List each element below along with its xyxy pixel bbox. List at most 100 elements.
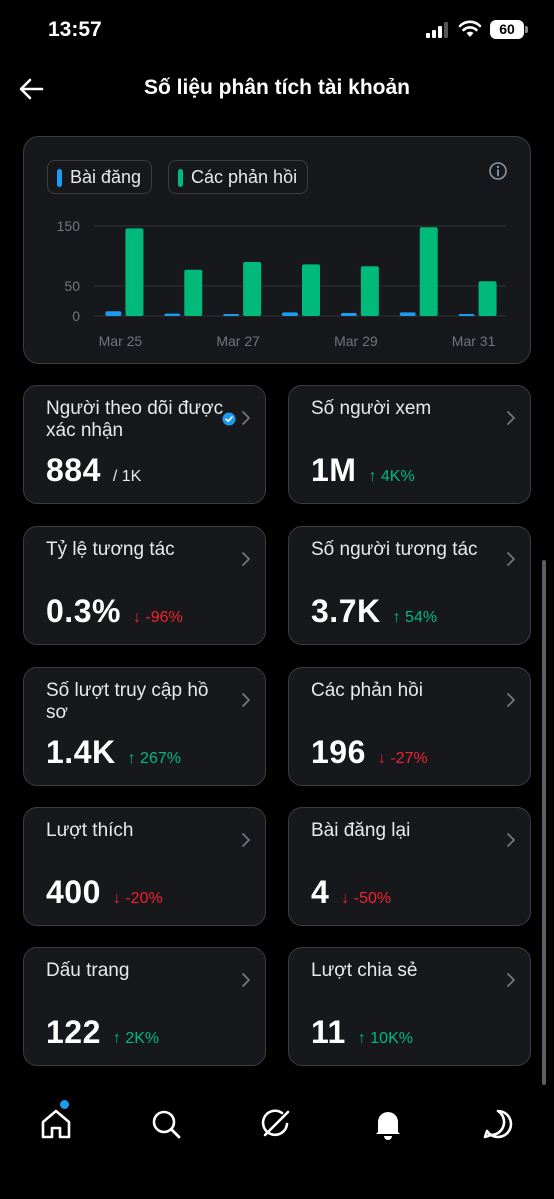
chevron-right-icon [507,411,515,425]
y-tick-label: 150 [57,218,81,234]
stat-card[interactable]: Lượt thích 400 ↓ -20% [23,807,266,926]
stat-card[interactable]: Dấu trang 122 ↑ 2K% [23,947,266,1066]
stat-value-row: 1.4K ↑ 267% [46,734,181,771]
status-time: 13:57 [48,18,102,41]
y-tick-label: 50 [64,278,80,294]
stat-value: 122 [46,1014,101,1050]
stat-value-row: 0.3% ↓ -96% [46,593,183,630]
messages-icon[interactable] [476,1102,520,1146]
x-tick-label: Mar 25 [99,333,143,349]
status-bar: 13:57 60 [0,0,554,60]
stat-value: 196 [311,734,366,770]
stat-change: ↓ -50% [341,890,392,907]
stat-value: 11 [311,1014,346,1050]
bar-posts[interactable] [164,313,181,316]
stat-value: 884 [46,452,101,488]
chevron-right-icon [242,833,250,847]
stat-value-row: 3.7K ↑ 54% [311,593,437,630]
stat-value-row: 196 ↓ -27% [311,734,428,771]
x-tick-label: Mar 27 [216,333,260,349]
bar-replies[interactable] [419,227,438,316]
y-tick-label: 0 [72,308,80,324]
stat-card[interactable]: Số lượt truy cập hồ sơ 1.4K ↑ 267% [23,667,266,786]
chevron-right-icon [242,411,250,425]
stat-label: Người theo dõi được xác nhận [46,398,224,441]
stat-card[interactable]: Lượt chia sẻ 11 ↑ 10K% [288,947,531,1066]
chevron-right-icon [507,552,515,566]
bar-replies[interactable] [184,269,203,316]
legend-posts-toggle[interactable]: Bài đăng [47,160,153,194]
search-icon[interactable] [144,1102,188,1146]
stat-value-row: 122 ↑ 2K% [46,1014,159,1051]
bar-posts[interactable] [399,312,416,316]
stat-value: 1.4K [46,734,116,770]
chevron-right-icon [242,693,250,707]
stat-label: Lượt chia sẻ [311,960,418,981]
bar-chart: 150 50 0 Mar 25 Mar 27 Mar 29 Mar 31 [57,218,506,349]
stat-value-row: 11 ↑ 10K% [311,1014,413,1051]
stat-label: Số người tương tác [311,539,478,560]
bar-replies[interactable] [478,281,497,316]
stat-value: 0.3% [46,593,121,629]
chevron-right-icon [507,973,515,987]
cellular-signal-icon [426,22,448,38]
stat-card[interactable]: Người theo dõi được xác nhận 884 / 1K [23,385,266,504]
stat-value-row: 4 ↓ -50% [311,874,391,911]
chevron-right-icon [507,693,515,707]
stat-value: 4 [311,874,330,910]
battery-indicator: 60 [490,20,528,39]
stat-label: Số lượt truy cập hồ sơ [46,680,209,723]
bar-replies[interactable] [125,228,144,316]
bar-replies[interactable] [360,266,379,316]
back-arrow-icon[interactable] [16,74,48,104]
stat-value: 400 [46,874,101,910]
bar-posts[interactable] [105,311,122,316]
chevron-right-icon [507,833,515,847]
bar-posts[interactable] [282,312,298,316]
bar-posts[interactable] [340,313,357,316]
stat-card[interactable]: Bài đăng lại 4 ↓ -50% [288,807,531,926]
stat-label: Lượt thích [46,820,134,841]
stat-label: Số người xem [311,398,432,419]
stat-change: ↑ 4K% [368,468,415,485]
stat-card[interactable]: Số người tương tác 3.7K ↑ 54% [288,526,531,645]
stat-change: ↓ -20% [112,890,163,907]
page-title: Số liệu phân tích tài khoản [143,76,411,99]
activity-chart-card: Bài đăng Các phản hồi 150 50 0 Mar 25 Mar 27… [23,136,531,364]
notifications-icon[interactable] [366,1102,410,1146]
replies-swatch [178,169,183,187]
stat-card[interactable]: Tỷ lệ tương tác 0.3% ↓ -96% [23,526,266,645]
stat-card[interactable]: Số người xem 1M ↑ 4K% [288,385,531,504]
stat-value-row: 1M ↑ 4K% [311,452,415,489]
x-tick-label: Mar 31 [452,333,496,349]
grok-icon[interactable] [254,1102,298,1146]
scrollbar[interactable] [542,560,546,1085]
legend-posts-label: Bài đăng [70,167,142,187]
chevron-right-icon [242,552,250,566]
stat-value: 1M [311,452,357,488]
legend-replies-toggle[interactable]: Các phản hồi [168,160,309,194]
posts-swatch [57,169,62,187]
header: Số liệu phân tích tài khoản [0,60,554,118]
bar-replies[interactable] [302,264,320,316]
stat-change: ↑ 2K% [112,1030,160,1047]
stat-change: ↑ 267% [127,750,181,767]
info-icon[interactable] [488,161,508,181]
bar-posts[interactable] [458,314,475,316]
stat-change: ↑ 10K% [357,1030,413,1047]
bar-posts[interactable] [223,314,240,316]
wifi-icon [458,20,482,37]
x-tick-label: Mar 29 [334,333,378,349]
stat-label: Tỷ lệ tương tác [46,539,175,560]
bar-replies[interactable] [243,262,262,316]
stat-card[interactable]: Các phản hồi 196 ↓ -27% [288,667,531,786]
stat-change: ↓ -27% [377,750,428,767]
stat-label: Bài đăng lại [311,820,411,841]
stat-value-row: 400 ↓ -20% [46,874,163,911]
stat-change: ↑ 54% [392,609,438,626]
home-icon[interactable] [34,1102,78,1146]
chevron-right-icon [242,973,250,987]
verified-badge-icon [222,412,236,426]
stat-change: ↓ -96% [132,609,183,626]
